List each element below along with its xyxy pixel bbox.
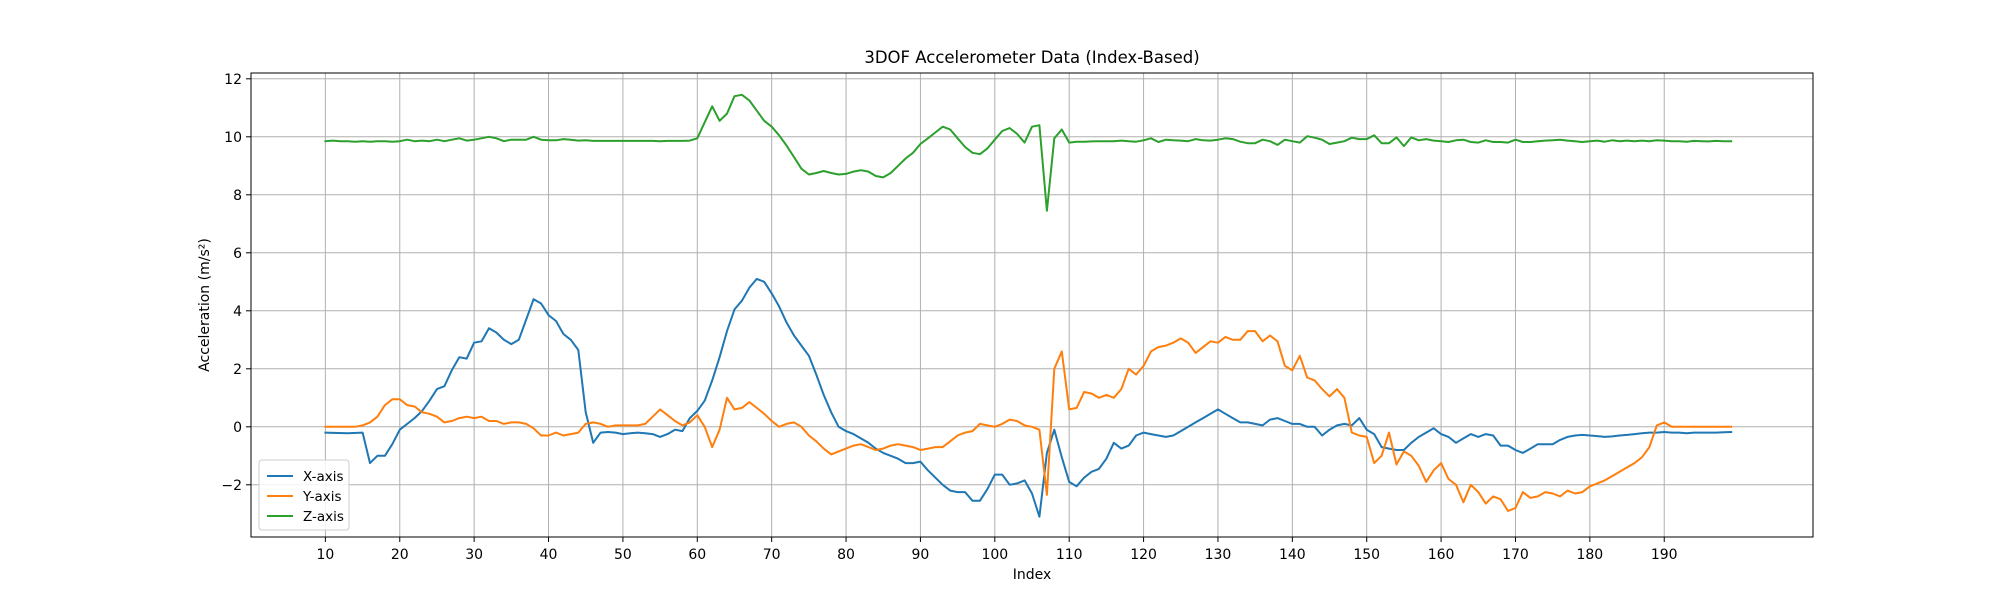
- plot-frame: [250, 72, 1814, 538]
- x-tick-label: 50: [614, 547, 632, 563]
- x-tick-label: 80: [837, 547, 855, 563]
- legend-label-z-axis: Z-axis: [303, 509, 344, 525]
- y-tick-label: 8: [233, 188, 242, 204]
- x-tick-label: 10: [316, 547, 334, 563]
- y-tick-label: 6: [233, 246, 242, 262]
- x-tick-label: 20: [391, 547, 409, 563]
- y-tick-label: 4: [233, 304, 242, 320]
- x-tick-label: 40: [540, 547, 558, 563]
- legend: X-axis Y-axis Z-axis: [258, 459, 350, 531]
- x-tick-label: 170: [1502, 547, 1529, 563]
- y-tick-label: 10: [224, 130, 242, 146]
- x-axis-ticks: 10 20 30 40 50 60 70 80 90 100 110 120 130 140 150 160 1…: [316, 537, 1678, 563]
- series-lines: [324, 93, 1733, 518]
- y-tick-label: 2: [233, 362, 242, 378]
- x-tick-label: 100: [981, 547, 1008, 563]
- x-tick-label: 70: [763, 547, 781, 563]
- chart-title: 3DOF Accelerometer Data (Index-Based): [864, 48, 1199, 67]
- legend-box: [258, 459, 350, 531]
- x-tick-label: 140: [1279, 547, 1306, 563]
- legend-label-x-axis: X-axis: [303, 469, 344, 485]
- x-tick-label: 180: [1576, 547, 1603, 563]
- legend-label-y-axis: Y-axis: [302, 489, 342, 505]
- y-tick-label: −2: [221, 478, 242, 494]
- x-tick-label: 160: [1428, 547, 1455, 563]
- x-tick-label: 90: [912, 547, 930, 563]
- y-axis-title: Acceleration (m/s²): [197, 238, 213, 372]
- series-line-z-axis: [324, 93, 1733, 212]
- x-tick-label: 60: [688, 547, 706, 563]
- y-tick-label: 0: [233, 420, 242, 436]
- x-tick-label: 30: [465, 547, 483, 563]
- x-tick-label: 110: [1056, 547, 1083, 563]
- series-line-x-axis: [324, 277, 1733, 518]
- x-tick-label: 190: [1651, 547, 1678, 563]
- x-tick-label: 150: [1353, 547, 1380, 563]
- x-tick-label: 130: [1205, 547, 1232, 563]
- y-tick-label: 12: [224, 72, 242, 88]
- x-tick-label: 120: [1130, 547, 1157, 563]
- x-axis-title: Index: [1013, 567, 1052, 583]
- y-axis-ticks: −2 0 2 4 6 8 10 12: [221, 72, 251, 494]
- grid: [251, 73, 1813, 537]
- series-line-y-axis: [324, 330, 1733, 512]
